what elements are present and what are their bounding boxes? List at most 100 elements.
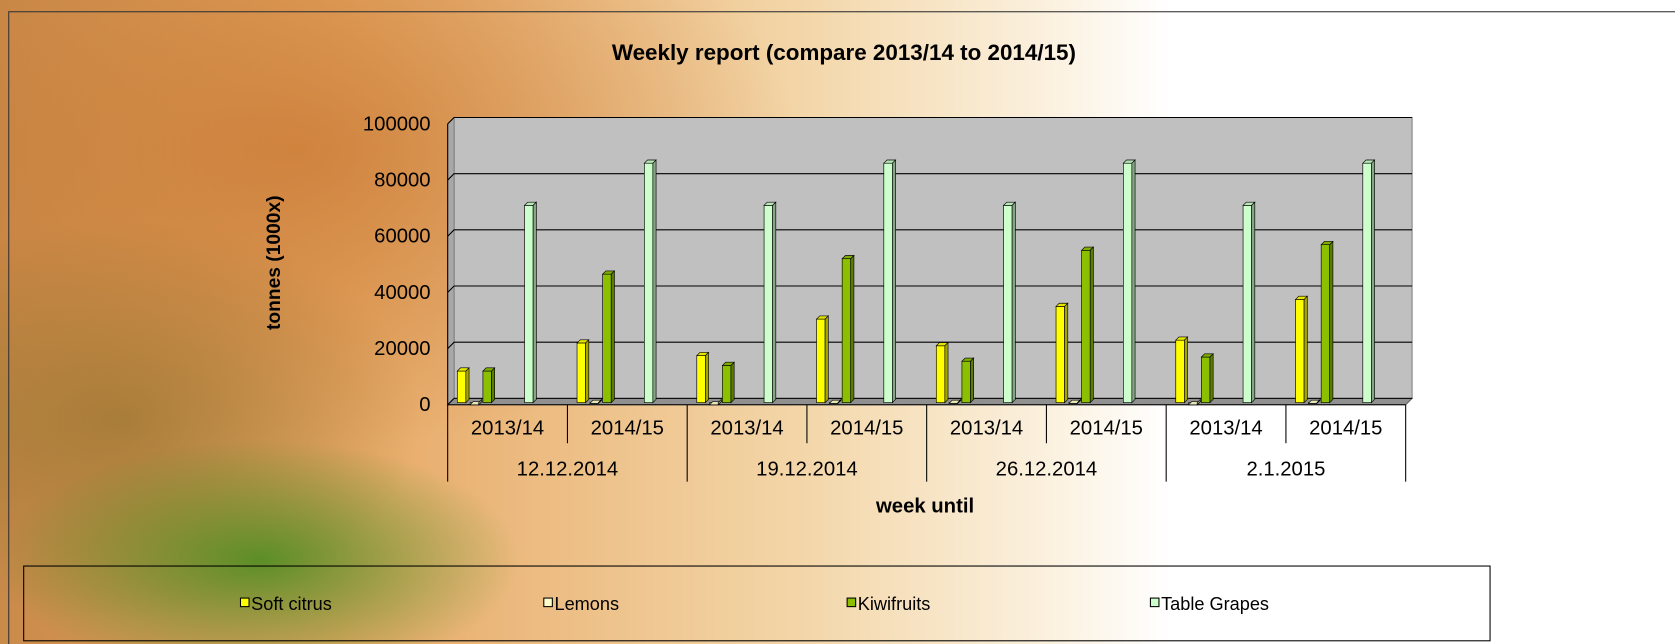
group-label: 2.1.2015 xyxy=(1246,458,1325,480)
side-wall xyxy=(448,117,454,404)
bar-front xyxy=(1201,357,1210,403)
bar-front xyxy=(722,365,731,402)
x-tick-label: 2014/15 xyxy=(591,418,664,440)
bar-side xyxy=(945,343,948,403)
bar-side xyxy=(491,368,494,403)
x-tick-label: 2013/14 xyxy=(471,418,544,440)
legend-swatch xyxy=(240,598,249,607)
bar-side xyxy=(1252,202,1255,402)
group-label: 19.12.2014 xyxy=(756,458,858,480)
bar-side xyxy=(892,160,895,403)
bar-side xyxy=(1210,354,1213,403)
bar-front xyxy=(603,274,612,402)
bar xyxy=(457,368,469,403)
bar xyxy=(483,368,495,403)
chart: Weekly report (compare 2013/14 to 2014/1… xyxy=(0,0,1675,644)
bar xyxy=(962,358,974,403)
bar-side xyxy=(731,362,734,402)
bar-side xyxy=(1371,160,1374,403)
bar xyxy=(1201,354,1213,403)
bar-front xyxy=(1363,163,1372,402)
bar-side xyxy=(653,160,656,403)
page: {"chart_data": {"type": "bar3d", "title"… xyxy=(0,0,1675,644)
bar xyxy=(817,316,829,403)
x-tick-label: 2014/15 xyxy=(830,418,903,440)
bar xyxy=(525,202,537,402)
bar-side xyxy=(466,368,469,403)
bar-front xyxy=(1004,205,1013,402)
bar xyxy=(936,343,948,403)
y-tick-label: 0 xyxy=(419,394,430,416)
bar-front xyxy=(1321,245,1330,403)
bar-front xyxy=(817,319,826,403)
bar-front xyxy=(1123,163,1132,402)
bar xyxy=(884,160,896,403)
bar-side xyxy=(705,352,708,402)
legend-swatch xyxy=(1150,598,1159,607)
bar-front xyxy=(483,371,492,403)
bar-front xyxy=(962,361,971,402)
bar-front xyxy=(1296,299,1305,402)
bar-side xyxy=(1330,241,1333,402)
bar-side xyxy=(586,340,589,403)
bar-side xyxy=(1065,303,1068,402)
legend-label: Kiwifruits xyxy=(858,594,931,614)
bar-side xyxy=(1304,296,1307,402)
bar-front xyxy=(525,205,534,402)
group-label: 12.12.2014 xyxy=(517,458,619,480)
bar xyxy=(1363,160,1375,403)
bar xyxy=(1123,160,1135,403)
bar xyxy=(697,352,709,402)
back-wall xyxy=(454,117,1412,398)
bar-front xyxy=(1056,306,1065,402)
y-tick-label: 40000 xyxy=(374,282,430,304)
bar xyxy=(1243,202,1255,402)
chart-title: Weekly report (compare 2013/14 to 2014/1… xyxy=(612,40,1076,65)
legend-label: Table Grapes xyxy=(1161,594,1269,614)
bar xyxy=(644,160,656,403)
bar-side xyxy=(1132,160,1135,403)
bar-front xyxy=(644,163,653,402)
legend-swatch xyxy=(544,598,553,607)
bar-front xyxy=(697,356,706,403)
bar-side xyxy=(1012,202,1015,402)
legend-swatch xyxy=(847,598,856,607)
legend-label: Soft citrus xyxy=(251,594,332,614)
y-tick-label: 60000 xyxy=(374,226,430,248)
bar xyxy=(577,340,589,403)
bar-side xyxy=(611,271,614,403)
bar-front xyxy=(1176,340,1185,402)
bar xyxy=(1176,337,1188,403)
y-axis-title: tonnes (1000x) xyxy=(264,195,285,330)
bar xyxy=(1321,241,1333,402)
x-tick-label: 2014/15 xyxy=(1309,418,1382,440)
bar-side xyxy=(773,202,776,402)
bar-side xyxy=(1090,247,1093,403)
group-label: 26.12.2014 xyxy=(996,458,1098,480)
x-tick-label: 2013/14 xyxy=(1189,418,1262,440)
bar-front xyxy=(884,163,893,402)
x-tick-label: 2014/15 xyxy=(1070,418,1143,440)
bar xyxy=(1082,247,1094,403)
bar-front xyxy=(764,205,773,402)
bar-side xyxy=(825,316,828,403)
bar-front xyxy=(1243,205,1252,402)
x-tick-label: 2013/14 xyxy=(950,418,1023,440)
bar xyxy=(1004,202,1016,402)
x-tick-label: 2013/14 xyxy=(710,418,783,440)
bar xyxy=(1056,303,1068,402)
bar-front xyxy=(842,259,851,403)
bar xyxy=(842,256,854,403)
bar-front xyxy=(1082,250,1091,402)
bar-front xyxy=(457,371,466,403)
legend-label: Lemons xyxy=(554,594,619,614)
bar xyxy=(1296,296,1308,402)
bar-side xyxy=(970,358,973,403)
bar xyxy=(722,362,734,402)
bar-front xyxy=(577,343,586,403)
bar-side xyxy=(533,202,536,402)
bar xyxy=(603,271,615,403)
y-tick-label: 80000 xyxy=(374,169,430,191)
y-tick-label: 100000 xyxy=(363,113,431,135)
bar-side xyxy=(1184,337,1187,403)
